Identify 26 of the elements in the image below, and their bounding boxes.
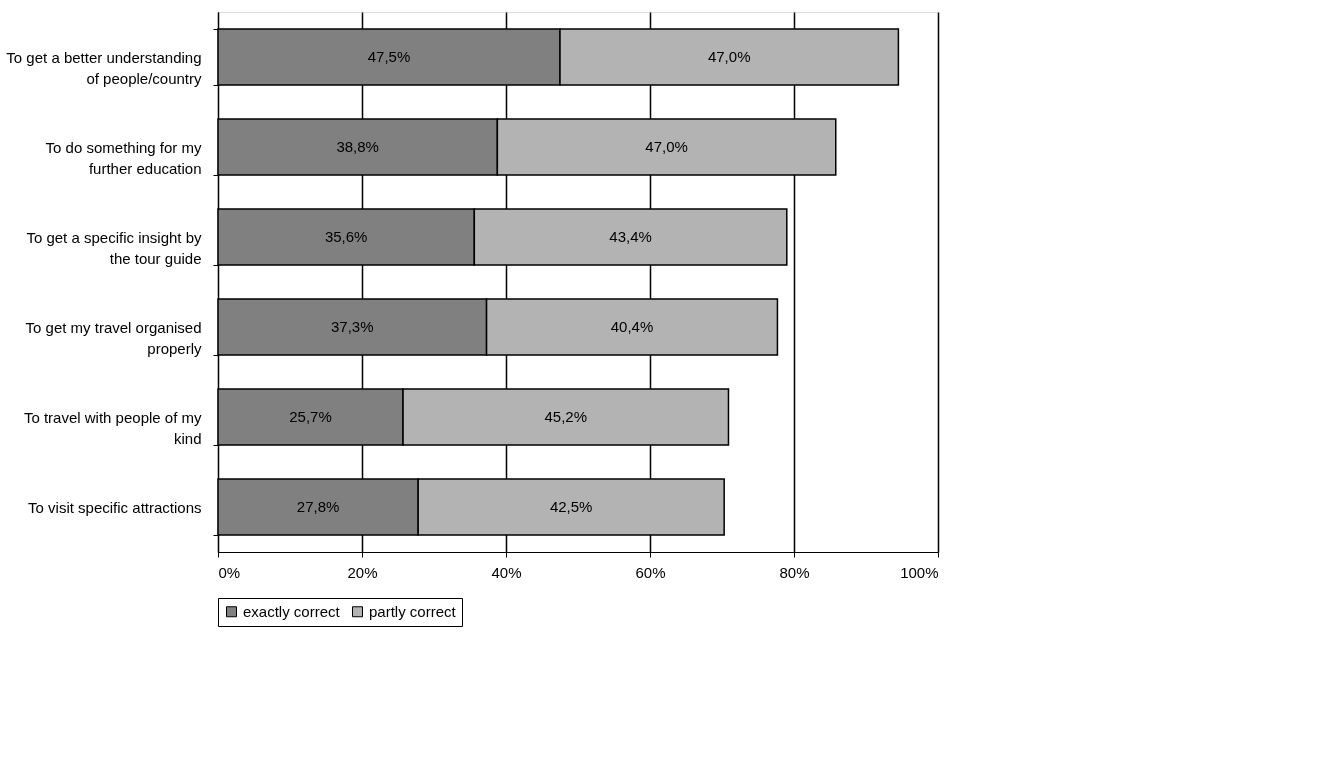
data-label: 47,5% (367, 48, 411, 65)
legend-label: partly correct (369, 602, 457, 620)
data-label: 38,8% (336, 138, 379, 155)
x-tick-label: 80% (779, 563, 810, 581)
data-label: 45,2% (544, 408, 588, 425)
data-label: 40,4% (610, 318, 654, 335)
x-tick-label: 60% (635, 563, 666, 581)
y-tick-label: To travel with people of my kind (23, 408, 202, 447)
y-tick-label: To visit specific attractions (28, 498, 202, 516)
x-tick-label: 100% (900, 563, 939, 581)
y-tick-label: To do something for my further education (45, 138, 202, 177)
x-tick-label: 40% (491, 563, 522, 581)
x-tick-label: 20% (347, 563, 378, 581)
data-label: 42,5% (549, 498, 593, 515)
x-tick-label: 0% (218, 563, 241, 581)
data-label: 47,0% (645, 138, 688, 155)
y-tick-label: To get a specific insight by the tour guide (26, 228, 202, 267)
legend-label: exactly correct (243, 602, 341, 620)
data-label: 25,7% (289, 408, 332, 425)
data-label: 37,3% (331, 318, 374, 335)
data-label: 43,4% (609, 228, 652, 245)
data-label: 35,6% (324, 228, 368, 245)
data-label: 27,8% (296, 498, 340, 515)
y-tick-label: To get my travel organised properly (25, 318, 202, 357)
data-label: 47,0% (707, 48, 751, 65)
y-tick-label: To get a better understanding of people/country (6, 48, 202, 87)
